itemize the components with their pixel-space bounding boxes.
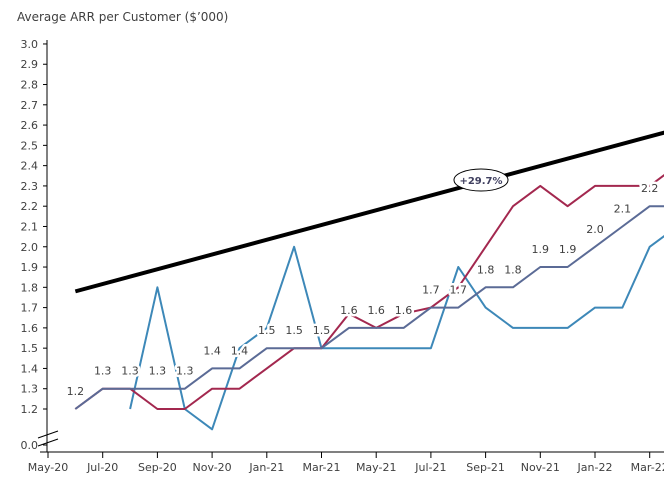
y-tick-label: 2.2 xyxy=(21,200,39,213)
data-label: 1.8 xyxy=(477,263,495,276)
y-tick-label: 2.7 xyxy=(21,99,39,112)
data-label: 1.5 xyxy=(285,324,303,337)
data-label: 2.2 xyxy=(641,182,659,195)
data-label: 1.9 xyxy=(559,243,577,256)
data-label: 1.7 xyxy=(422,284,440,297)
data-label: 1.6 xyxy=(340,304,358,317)
data-label: 1.4 xyxy=(231,344,249,357)
x-tick-label: May-21 xyxy=(356,461,397,474)
x-tick-label: Jul-20 xyxy=(86,461,118,474)
x-tick-label: May-20 xyxy=(28,461,69,474)
axis-break-mark xyxy=(37,438,59,447)
y-tick-label: 0.0 xyxy=(21,439,39,452)
y-tick-label: 1.7 xyxy=(21,302,39,315)
x-tick-label: Jan-22 xyxy=(577,461,613,474)
y-tick-label: 2.6 xyxy=(21,119,39,132)
annotation-label: +29.7% xyxy=(459,176,502,187)
y-tick-label: 1.5 xyxy=(21,342,39,355)
data-label: 1.4 xyxy=(203,344,221,357)
y-tick-label: 2.5 xyxy=(21,139,39,152)
series-lines xyxy=(74,174,664,431)
y-tick-label: 2.4 xyxy=(21,160,39,173)
data-label: 1.2 xyxy=(67,385,85,398)
annotation-bubble xyxy=(453,168,509,192)
data-label: 2.0 xyxy=(586,223,604,236)
data-label: 1.7 xyxy=(450,284,468,297)
data-label: 1.3 xyxy=(176,365,194,378)
y-tick-label: 2.0 xyxy=(21,241,39,254)
x-tick-label: Jul-21 xyxy=(414,461,446,474)
axes: 0.0 1.2 1.3 1.4 1.5 1.6 1.7 1.8 1.9 2.0 2.1 2.2 2.3 2… xyxy=(21,38,664,474)
data-label: 1.6 xyxy=(367,304,385,317)
chart-title: Average ARR per Customer ($’000) xyxy=(17,10,228,24)
x-tick-label: Sep-20 xyxy=(138,461,177,474)
data-label: 1.3 xyxy=(94,365,112,378)
data-label: 1.6 xyxy=(395,304,413,317)
trend-line-group: +29.7% xyxy=(74,130,664,294)
series-line-3 xyxy=(129,234,664,431)
data-label: 1.5 xyxy=(258,324,276,337)
data-label: 2.1 xyxy=(614,202,632,215)
data-label: 1.9 xyxy=(532,243,550,256)
y-tick-label: 1.6 xyxy=(21,322,39,335)
y-tick-label: 1.2 xyxy=(21,403,39,416)
y-tick-label: 2.9 xyxy=(21,58,39,71)
data-label: 1.5 xyxy=(313,324,331,337)
y-tick-label: 2.8 xyxy=(21,79,39,92)
y-tick-label: 2.1 xyxy=(21,220,39,233)
y-tick-label: 1.3 xyxy=(21,383,39,396)
y-tick-label: 1.8 xyxy=(21,281,39,294)
data-labels: 1.2 1.3 1.3 1.3 1.3 1.4 1.4 1.5 1.5 1.5 1.6 1.6 1.6 1… xyxy=(64,180,661,401)
axis-break-mark xyxy=(37,430,59,439)
x-tick-label: Nov-21 xyxy=(521,461,560,474)
data-label: 1.3 xyxy=(149,365,167,378)
x-tick-label: Jan-21 xyxy=(248,461,284,474)
y-tick-label: 2.3 xyxy=(21,180,39,193)
y-tick-label: 1.9 xyxy=(21,261,39,274)
y-tick-label: 1.4 xyxy=(21,362,39,375)
y-tick-label: 3.0 xyxy=(21,38,39,51)
x-tick-label: Nov-20 xyxy=(193,461,232,474)
x-tick-label: Mar-21 xyxy=(302,461,340,474)
x-tick-label: Sep-21 xyxy=(466,461,505,474)
series-line-1 xyxy=(74,205,664,410)
data-label: 1.8 xyxy=(504,263,522,276)
x-tick-label: Mar-22 xyxy=(631,461,664,474)
data-label: 1.3 xyxy=(121,365,139,378)
trend-line xyxy=(74,130,664,294)
